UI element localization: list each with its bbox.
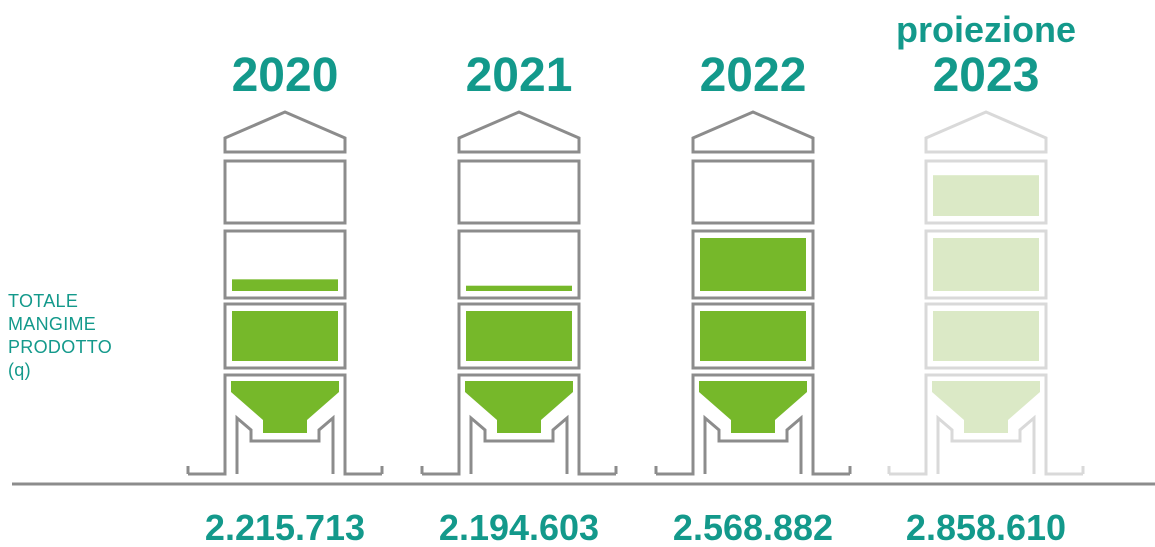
silo-2021: 2021 2.194.603	[420, 49, 618, 547]
silo-fill-level	[700, 311, 806, 361]
silo-fill-level	[700, 238, 806, 291]
silo-legs	[656, 373, 850, 476]
silo-fill-hopper	[231, 381, 339, 433]
silo-fill-hopper	[465, 381, 573, 433]
silo-roof	[223, 110, 347, 154]
silo-compartment	[223, 302, 347, 370]
silo-fill-level	[933, 238, 1039, 291]
y-axis-label-line-3: PRODOTTO	[8, 337, 113, 357]
silo-compartment	[691, 159, 815, 225]
silo-compartment	[924, 229, 1048, 300]
silo-fill-level	[232, 311, 338, 361]
silo-roof	[691, 110, 815, 154]
silo-inner-frame	[235, 414, 335, 474]
value-label: 2.568.882	[673, 507, 833, 547]
silo-legs	[422, 373, 616, 476]
silo-fill-level	[466, 285, 572, 291]
silo-roof	[457, 110, 581, 154]
category-label: 2020	[232, 49, 339, 102]
silo-compartment	[223, 159, 347, 225]
silo-inner-frame	[703, 414, 803, 474]
category-label: 2023	[933, 49, 1040, 102]
value-label: 2.858.610	[906, 507, 1066, 547]
silo-compartment	[924, 159, 1048, 225]
silo-compartment	[457, 302, 581, 370]
y-axis-label-line-2: MANGIME	[8, 314, 97, 334]
silo-fill-level	[933, 175, 1039, 216]
value-label: 2.194.603	[439, 507, 599, 547]
silo-compartment	[457, 159, 581, 225]
value-label: 2.215.713	[205, 507, 365, 547]
category-label: 2022	[700, 49, 807, 102]
category-label: 2021	[466, 49, 573, 102]
silo-inner-frame	[469, 414, 569, 474]
silo-fill-hopper	[932, 381, 1040, 433]
silo-inner-frame	[936, 414, 1036, 474]
silo-fill-level	[933, 311, 1039, 361]
y-axis-label: TOTALE MANGIME PRODOTTO (q)	[8, 290, 198, 382]
silo-2020: 2020 2.215.713	[186, 49, 384, 547]
silo-compartment	[691, 302, 815, 370]
silo-roof	[924, 110, 1048, 154]
silo-2022: 2022 2.568.882	[654, 49, 852, 547]
silo-compartment	[691, 229, 815, 300]
y-axis-label-line-1: TOTALE	[8, 291, 79, 311]
y-axis-label-line-4: (q)	[8, 360, 31, 380]
category-prefix-label: proiezione	[896, 9, 1076, 50]
silo-fill-level	[232, 279, 338, 291]
silo-fill-level	[466, 311, 572, 361]
silo-legs	[889, 373, 1083, 476]
silo-compartment	[223, 229, 347, 300]
silo-fill-hopper	[699, 381, 807, 433]
silo-compartment	[924, 302, 1048, 370]
silo-legs	[188, 373, 382, 476]
silo-compartment	[457, 229, 581, 300]
